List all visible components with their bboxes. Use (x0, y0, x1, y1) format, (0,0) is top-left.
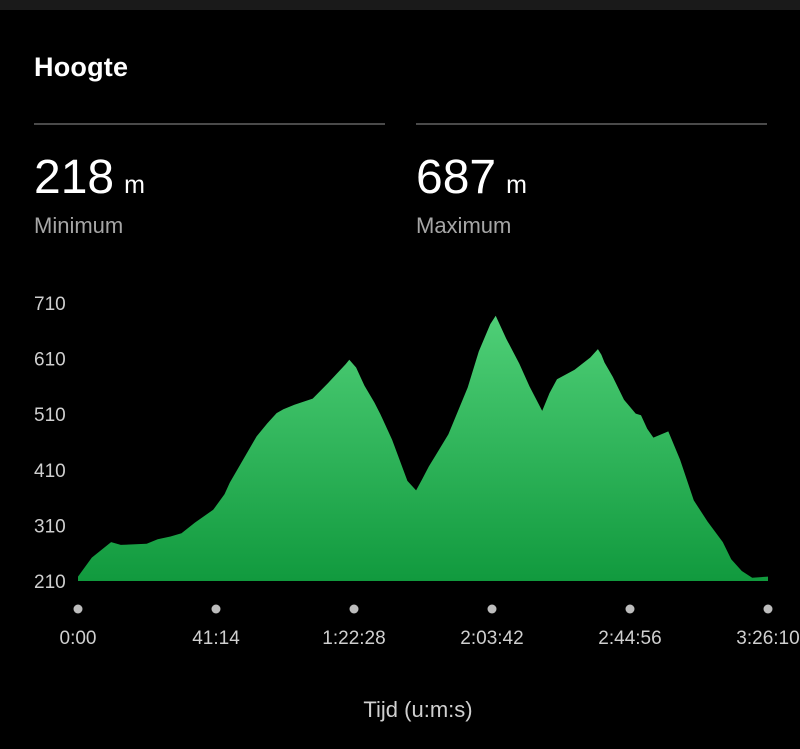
x-tick-dot (487, 604, 497, 614)
card-title: Hoogte (34, 52, 129, 82)
stat-minimum-label: Minimum (34, 213, 124, 238)
y-tick-label: 310 (34, 516, 66, 537)
stat-minimum-value: 218 (34, 151, 115, 204)
stat-minimum-unit: m (124, 171, 145, 199)
y-tick-label: 410 (34, 461, 66, 482)
x-tick-dot (349, 604, 359, 614)
top-strip (0, 0, 800, 10)
y-tick-label: 610 (34, 350, 66, 371)
stat-maximum: 687 m Maximum (416, 150, 527, 239)
x-tick-label: 2:44:56 (598, 628, 661, 649)
stat-minimum: 218 m Minimum (34, 150, 145, 239)
elevation-area (78, 315, 768, 581)
x-tick-dot (625, 604, 635, 614)
x-tick-dot (211, 604, 221, 614)
y-tick-label: 210 (34, 572, 66, 593)
x-tick-label: 2:03:42 (460, 628, 523, 649)
y-axis-ticks: 710 610 510 410 310 210 (34, 294, 66, 593)
x-axis-title: Tijd (u:m:s) (363, 697, 473, 722)
elevation-chart: 710 610 510 410 310 210 0:00 41:14 1:22:28 2:03:… (34, 294, 800, 649)
stat-maximum-label: Maximum (416, 213, 512, 238)
x-tick-label: 1:22:28 (322, 628, 385, 649)
divider-minimum (34, 123, 385, 125)
stat-maximum-unit: m (506, 171, 527, 199)
x-tick-dot (73, 604, 83, 614)
stat-maximum-value-row: 687 m (416, 150, 527, 206)
stat-minimum-value-row: 218 m (34, 150, 145, 206)
x-axis-ticks: 0:00 41:14 1:22:28 2:03:42 2:44:56 3:26:10 (60, 604, 800, 649)
x-tick-label: 3:26:10 (736, 628, 799, 649)
x-tick-dot (763, 604, 773, 614)
x-tick-label: 0:00 (60, 628, 97, 649)
y-tick-label: 510 (34, 405, 66, 426)
stat-maximum-value: 687 (416, 151, 497, 204)
divider-maximum (416, 123, 767, 125)
y-tick-label: 710 (34, 294, 66, 315)
x-tick-label: 41:14 (192, 628, 240, 649)
